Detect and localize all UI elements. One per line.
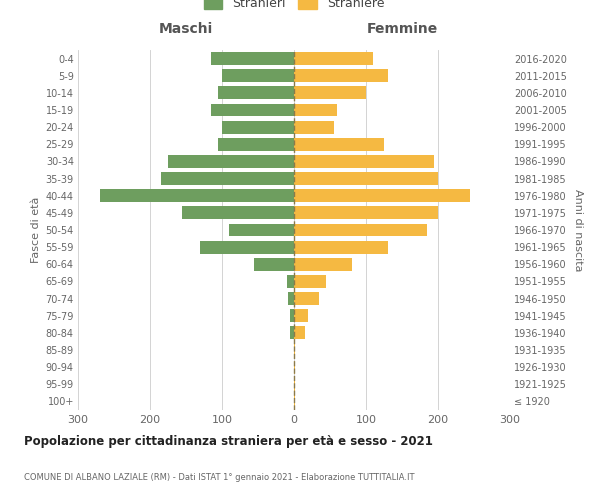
Bar [290, 326, 294, 340]
Bar [222, 120, 294, 134]
Bar [294, 378, 295, 390]
Bar [168, 155, 294, 168]
Text: COMUNE DI ALBANO LAZIALE (RM) - Dati ISTAT 1° gennaio 2021 - Elaborazione TUTTIT: COMUNE DI ALBANO LAZIALE (RM) - Dati IST… [24, 472, 415, 482]
Bar [161, 172, 294, 185]
Bar [294, 155, 434, 168]
Bar [218, 86, 294, 100]
Bar [222, 70, 294, 82]
Bar [294, 326, 305, 340]
Text: Femmine: Femmine [367, 22, 437, 36]
Y-axis label: Anni di nascita: Anni di nascita [572, 188, 583, 271]
Bar [294, 172, 438, 185]
Bar [182, 206, 294, 220]
Bar [294, 310, 308, 322]
Bar [218, 138, 294, 150]
Bar [287, 275, 294, 288]
Bar [294, 258, 352, 270]
Bar [290, 310, 294, 322]
Bar [294, 52, 373, 65]
Bar [294, 395, 295, 408]
Bar [294, 138, 384, 150]
Legend: Stranieri, Straniere: Stranieri, Straniere [199, 0, 389, 16]
Bar [294, 104, 337, 117]
Bar [254, 258, 294, 270]
Bar [294, 190, 470, 202]
Bar [294, 240, 388, 254]
Text: Popolazione per cittadinanza straniera per età e sesso - 2021: Popolazione per cittadinanza straniera p… [24, 435, 433, 448]
Bar [211, 52, 294, 65]
Bar [211, 104, 294, 117]
Y-axis label: Fasce di età: Fasce di età [31, 197, 41, 263]
Bar [294, 275, 326, 288]
Bar [294, 120, 334, 134]
Bar [100, 190, 294, 202]
Bar [200, 240, 294, 254]
Bar [294, 360, 295, 374]
Bar [229, 224, 294, 236]
Bar [288, 292, 294, 305]
Bar [294, 344, 295, 356]
Bar [294, 86, 366, 100]
Bar [294, 70, 388, 82]
Bar [294, 224, 427, 236]
Bar [294, 292, 319, 305]
Bar [294, 206, 438, 220]
Text: Maschi: Maschi [159, 22, 213, 36]
